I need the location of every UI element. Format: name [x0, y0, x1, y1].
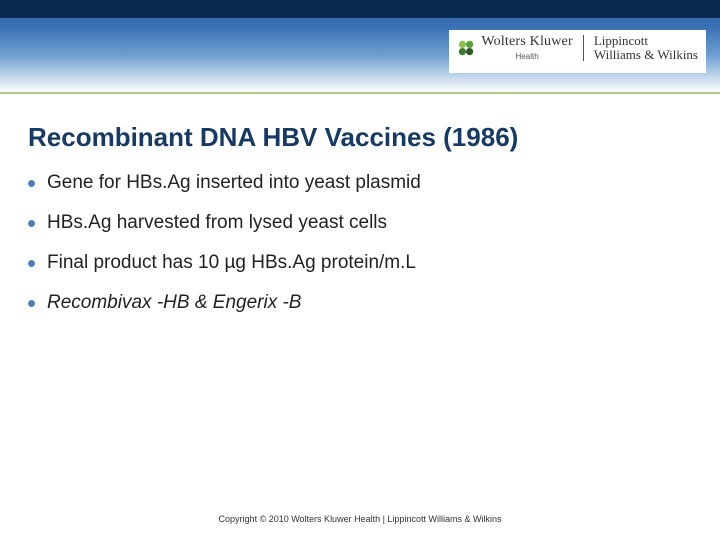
bullet-item: HBs.Ag harvested from lysed yeast cells [28, 212, 678, 234]
brand-right-line2: Williams & Wilkins [594, 48, 698, 62]
brand-left-text: Wolters Kluwer Health [481, 35, 572, 61]
bullet-list: Gene for HBs.Ag inserted into yeast plas… [28, 172, 678, 332]
brand-right: Lippincott Williams & Wilkins [584, 34, 698, 63]
bullet-item: Gene for HBs.Ag inserted into yeast plas… [28, 172, 678, 194]
brand-left: Wolters Kluwer Health [457, 35, 583, 61]
brand-left-main: Wolters Kluwer [481, 35, 572, 49]
bullet-dot-icon [28, 260, 35, 267]
slide-title: Recombinant DNA HBV Vaccines (1986) [28, 122, 518, 153]
clover-icon [457, 39, 475, 57]
bullet-dot-icon [28, 300, 35, 307]
bullet-text: Gene for HBs.Ag inserted into yeast plas… [47, 172, 421, 194]
bullet-dot-icon [28, 180, 35, 187]
bullet-item: Recombivax -HB & Engerix -B [28, 292, 678, 314]
bullet-text: HBs.Ag harvested from lysed yeast cells [47, 212, 387, 234]
brand-left-sub: Health [516, 53, 539, 61]
header-rule [0, 92, 720, 94]
brand-right-line1: Lippincott [594, 34, 698, 48]
copyright-footer: Copyright © 2010 Wolters Kluwer Health |… [0, 514, 720, 524]
bullet-text: Recombivax -HB & Engerix -B [47, 292, 301, 314]
bullet-item: Final product has 10 µg HBs.Ag protein/m… [28, 252, 678, 274]
header-band: Wolters Kluwer Health Lippincott William… [0, 0, 720, 92]
header-top-bar [0, 0, 720, 18]
slide: Wolters Kluwer Health Lippincott William… [0, 0, 720, 540]
bullet-dot-icon [28, 220, 35, 227]
brand-block: Wolters Kluwer Health Lippincott William… [449, 30, 706, 73]
bullet-text: Final product has 10 µg HBs.Ag protein/m… [47, 252, 416, 274]
